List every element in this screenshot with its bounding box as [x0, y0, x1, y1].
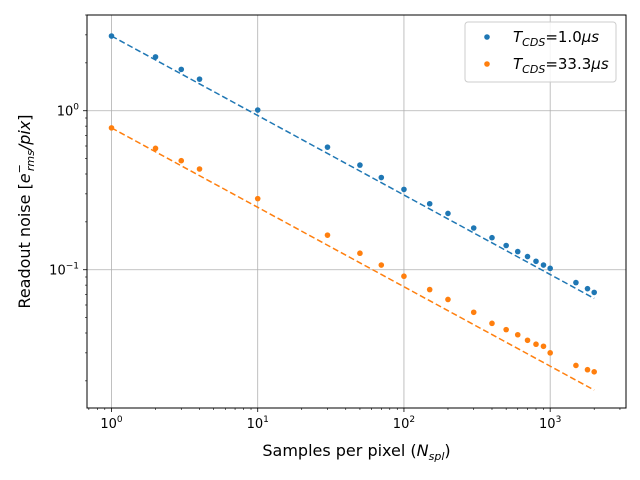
data-point — [178, 157, 185, 164]
data-point — [540, 343, 547, 350]
data-point — [196, 76, 203, 82]
legend-marker-series-1 — [484, 34, 490, 40]
data-point — [445, 296, 451, 303]
data-point — [254, 107, 261, 113]
x-tick-label: 101 — [247, 415, 269, 432]
series-1 — [108, 33, 597, 300]
data-point — [573, 362, 579, 369]
data-point — [108, 33, 115, 39]
data-point — [489, 234, 495, 241]
data-point — [584, 366, 591, 373]
data-point — [254, 195, 261, 202]
x-tick-label: 100 — [100, 415, 123, 432]
data-point — [108, 125, 115, 131]
data-point — [584, 285, 591, 292]
data-point — [401, 186, 407, 193]
series-2 — [108, 125, 597, 391]
data-point — [357, 250, 363, 257]
x-tick-label: 103 — [539, 415, 561, 432]
legend-label-series-1: TCDS=1.0μs — [513, 28, 599, 49]
data-point — [378, 174, 385, 181]
data-point — [489, 320, 495, 327]
data-point — [152, 54, 159, 60]
x-tick-label: 102 — [393, 415, 415, 432]
data-point — [470, 309, 477, 316]
data-point — [196, 166, 203, 172]
legend-marker-series-2 — [484, 61, 490, 67]
tick-layer: 100 101 102 103 10−1 100 — [49, 103, 561, 432]
fit-line-series-1 — [111, 35, 595, 300]
data-point — [524, 337, 531, 344]
data-point — [324, 144, 331, 150]
data-point — [540, 262, 547, 268]
data-point — [470, 225, 477, 231]
fit-line-series-2 — [111, 127, 595, 391]
data-point — [573, 279, 579, 286]
legend-label-series-2: TCDS=33.3μs — [513, 55, 609, 76]
legend: TCDS=1.0μs TCDS=33.3μs — [464, 21, 617, 83]
data-point — [514, 248, 521, 255]
y-tick-label: 10−1 — [49, 262, 79, 279]
data-point — [591, 289, 597, 296]
series-layer — [108, 33, 597, 391]
data-point — [547, 350, 553, 356]
data-point — [426, 200, 433, 207]
data-point — [547, 265, 553, 272]
data-point — [503, 242, 509, 249]
data-point — [514, 331, 521, 338]
data-point — [324, 232, 331, 238]
axes-frame — [86, 14, 627, 409]
x-axis-label: Samples per pixel (Nspl) — [262, 441, 450, 463]
data-point — [178, 66, 185, 73]
data-point — [524, 253, 531, 260]
y-tick-label: 100 — [57, 103, 80, 120]
data-point — [378, 262, 385, 268]
data-point — [591, 369, 597, 375]
data-point — [152, 145, 159, 152]
data-point — [533, 341, 539, 348]
data-point — [401, 273, 407, 280]
data-point — [533, 258, 539, 265]
y-axis-label: Readout noise [e−rms/pix] — [13, 114, 37, 308]
data-point — [357, 162, 363, 168]
data-point — [503, 326, 509, 333]
data-point — [426, 286, 433, 293]
legend-box — [464, 21, 617, 83]
data-point — [445, 210, 451, 217]
